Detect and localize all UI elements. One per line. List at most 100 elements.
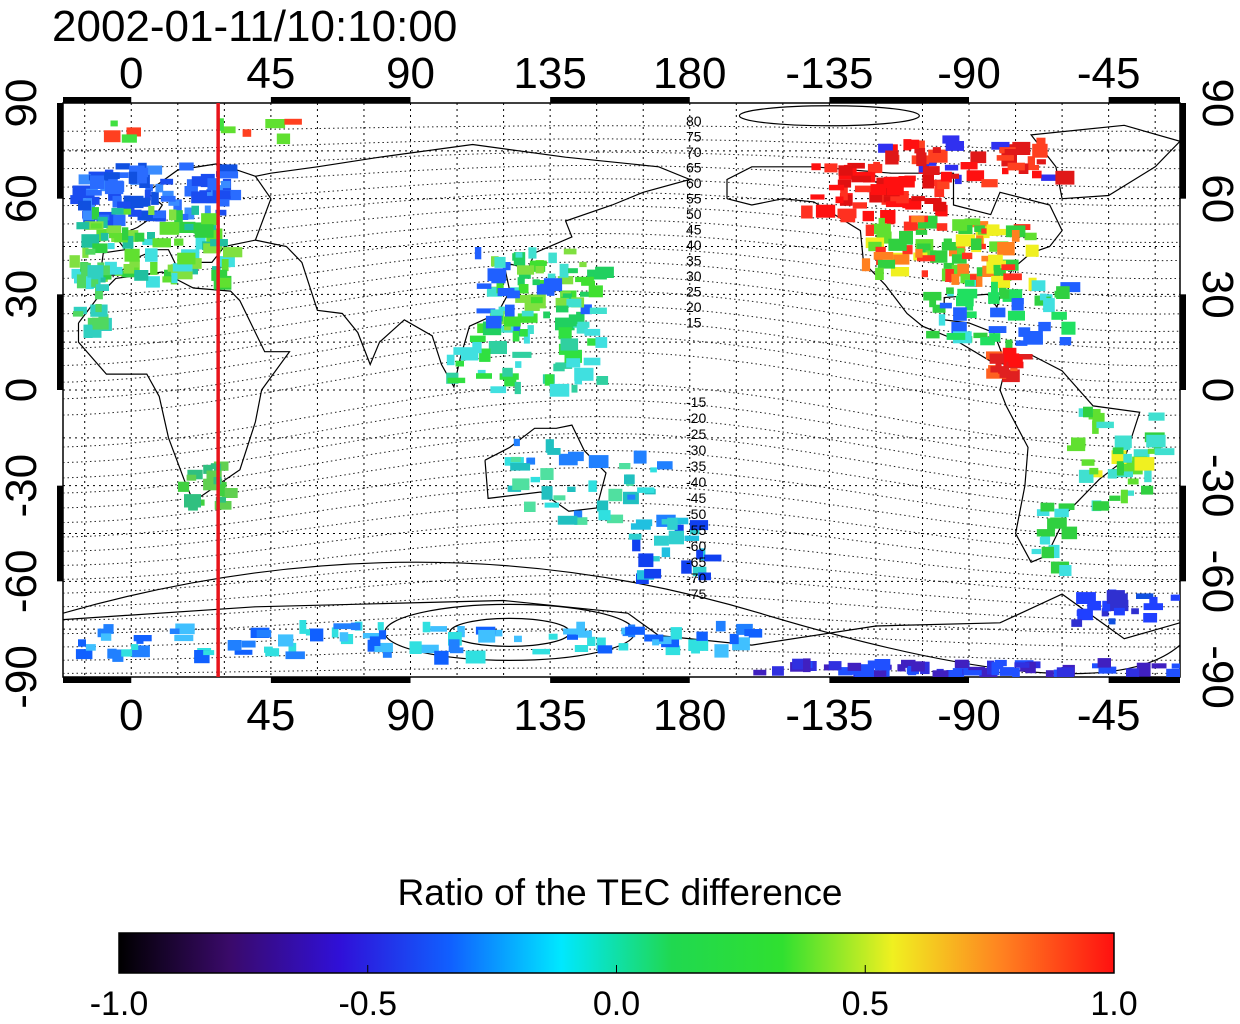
tec-cell	[1047, 518, 1056, 531]
tec-cell	[1020, 664, 1029, 672]
tec-cell	[627, 494, 636, 500]
tec-cell	[587, 269, 607, 280]
contour-label: 30	[686, 268, 702, 284]
tec-cell	[333, 623, 354, 630]
tec-cell	[951, 321, 967, 334]
tec-cell	[71, 268, 83, 279]
tec-cell	[801, 205, 813, 219]
tec-cell	[674, 524, 684, 533]
tec-cell	[993, 264, 1001, 271]
tec-cell	[596, 376, 609, 385]
tec-cell	[515, 294, 530, 303]
tec-cell	[91, 207, 99, 220]
tec-cell	[650, 467, 657, 473]
tec-cell	[996, 155, 1014, 161]
contour-line	[63, 351, 1180, 416]
tec-cell	[951, 173, 960, 179]
right-lat-tick-label: -60	[1193, 550, 1240, 614]
tec-cell	[1071, 619, 1083, 627]
tec-cell	[114, 233, 128, 243]
tec-cell	[584, 328, 601, 336]
tec-cell	[519, 329, 528, 337]
tec-cell	[490, 309, 504, 316]
tec-cell	[512, 330, 520, 342]
tec-cell	[207, 195, 217, 204]
tec-cell	[1027, 156, 1035, 167]
tec-cell	[932, 304, 946, 313]
tec-cell	[85, 190, 102, 196]
tec-cell	[169, 209, 177, 221]
tec-cell	[184, 223, 194, 231]
tec-cell	[82, 206, 94, 221]
tec-cell	[729, 633, 739, 645]
tec-cell	[264, 646, 273, 653]
tec-cell	[1112, 447, 1124, 455]
tec-cell	[420, 644, 439, 654]
tec-cell	[173, 199, 182, 214]
tec-cell	[865, 224, 874, 236]
tec-cell	[946, 333, 966, 340]
tec-cell	[559, 263, 569, 278]
tec-cell	[888, 238, 907, 251]
tec-cell	[144, 189, 151, 201]
tec-cell	[204, 205, 211, 219]
tec-cell	[990, 307, 1006, 318]
tec-cell	[117, 181, 125, 192]
tec-cell	[92, 243, 108, 254]
top-lon-tick-label: 0	[119, 49, 143, 98]
tec-cell	[1055, 170, 1075, 185]
tec-cell	[997, 242, 1015, 256]
tec-cell	[160, 195, 176, 202]
tec-cell	[152, 238, 171, 248]
tec-cell	[1098, 666, 1117, 674]
tec-cell	[547, 273, 556, 282]
contour-label: -25	[686, 426, 706, 442]
tec-cell	[986, 368, 1007, 379]
tec-cell	[1002, 167, 1009, 175]
tec-cell	[206, 470, 222, 481]
tec-cell	[488, 341, 507, 354]
tec-cell	[1147, 448, 1156, 454]
contour-line	[63, 178, 1180, 207]
tec-cell	[222, 189, 242, 201]
tec-cell	[278, 634, 294, 647]
axis-bars	[57, 97, 1186, 683]
tec-cell	[588, 480, 597, 492]
tec-cell	[221, 180, 231, 189]
tec-cell	[517, 313, 538, 323]
tec-cell	[106, 225, 122, 234]
tec-cell	[873, 252, 894, 260]
contour-line	[63, 574, 1180, 608]
tec-cell	[530, 476, 540, 483]
tec-cell	[150, 262, 158, 275]
tec-cell	[1136, 593, 1154, 599]
tec-cell	[1133, 449, 1150, 461]
tec-cell	[111, 207, 124, 215]
tec-cell	[362, 633, 380, 639]
tec-cell	[1056, 286, 1070, 299]
tec-cell	[595, 337, 608, 348]
tec-cell	[92, 196, 100, 205]
tec-cell	[916, 152, 927, 167]
tec-cell	[109, 233, 117, 239]
coastline	[1029, 124, 1180, 200]
tec-cell	[536, 283, 554, 295]
tec-cell	[128, 209, 142, 217]
tec-cell	[474, 247, 482, 260]
tec-cell	[885, 150, 899, 165]
tec-cell	[535, 260, 544, 274]
tec-cell	[1061, 321, 1076, 335]
tec-cell	[1001, 264, 1016, 270]
tec-cell	[479, 348, 491, 362]
tec-cell	[691, 643, 700, 654]
tec-cell	[201, 213, 219, 226]
tec-cell	[840, 210, 856, 223]
tec-cell	[1171, 663, 1180, 669]
tec-cell	[1151, 663, 1167, 669]
left-lat-tick-label: -30	[0, 454, 46, 518]
tec-cell	[76, 222, 90, 230]
tec-cell	[164, 269, 174, 279]
tec-cell	[98, 265, 110, 276]
tec-cell	[221, 488, 238, 498]
tec-cell	[965, 280, 975, 286]
